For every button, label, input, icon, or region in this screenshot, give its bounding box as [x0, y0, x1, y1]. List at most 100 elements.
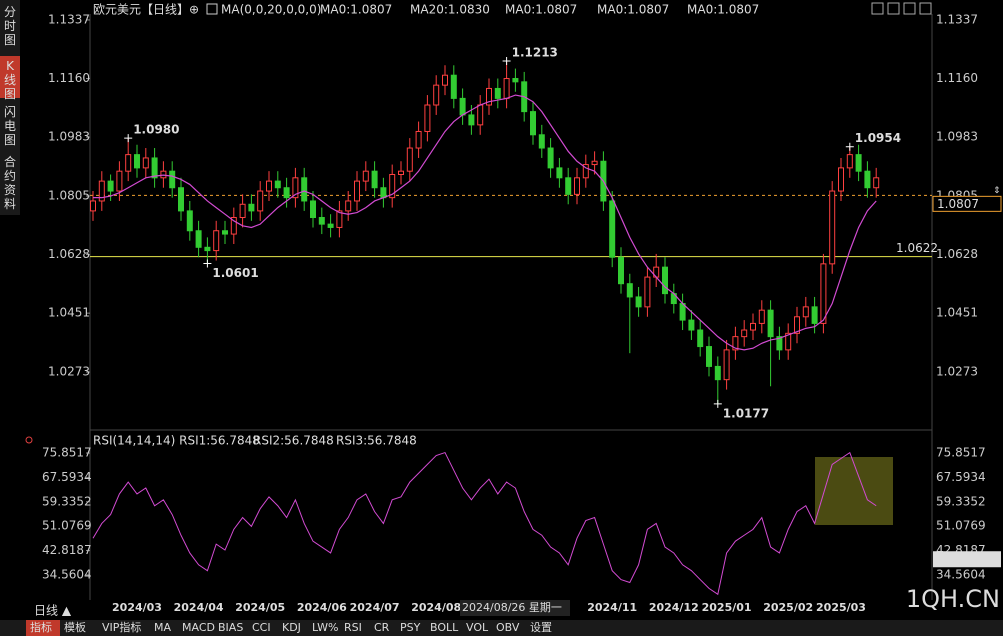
toolbar-tab[interactable]: VIP指标: [102, 620, 141, 634]
candle-body: [582, 164, 589, 179]
window-icons[interactable]: [871, 2, 932, 15]
candle-body: [794, 316, 800, 334]
candle-body: [318, 217, 325, 225]
y2-tick-label: 34.5604: [936, 567, 986, 581]
add-icon[interactable]: ⊕: [189, 3, 199, 17]
x-tick-label: 2024/07: [350, 601, 400, 614]
x-tick-label: 2024/08: [411, 601, 461, 614]
rsi-icon: [25, 436, 33, 444]
candle-body: [873, 177, 880, 189]
candle-body: [697, 329, 704, 348]
toolbar-tab[interactable]: OBV: [496, 621, 520, 634]
candle-body: [354, 180, 360, 202]
extreme-marker: [124, 134, 133, 143]
ma-value: MA0:1.0807: [687, 3, 759, 17]
candle-body: [151, 157, 158, 179]
extreme-label: 1.0980: [133, 123, 179, 137]
price-box: [932, 195, 1002, 212]
candle-body: [362, 170, 369, 182]
candle-body: [274, 180, 281, 189]
candle-body: [283, 187, 290, 199]
toolbar-tab[interactable]: KDJ: [282, 621, 301, 634]
rsi-legend: RSI2:56.7848: [253, 434, 334, 448]
y2-tick-label: 59.3352: [936, 494, 986, 508]
ma-value: MA0:1.0807: [320, 3, 392, 17]
candle-body: [714, 365, 721, 381]
y-tick-label: 75.8517: [42, 446, 92, 460]
active-tab-bg: [26, 620, 60, 636]
x-tick-label: 2024/04: [174, 601, 224, 614]
side-tab[interactable]: 分时图: [4, 5, 16, 47]
toolbar-tab[interactable]: MA: [154, 621, 171, 634]
candle-body: [785, 332, 792, 351]
x-tick-label: 2025/03: [816, 601, 866, 614]
candle-body: [468, 114, 475, 126]
toolbar-tab[interactable]: 设置: [530, 621, 552, 634]
y2-tick-label: 1.0983: [936, 130, 978, 144]
x-tick-label: 2024/06: [297, 601, 347, 614]
y-tick-label: 1.0451: [48, 306, 90, 320]
rsi-line: [92, 451, 877, 596]
toolbar-tab[interactable]: RSI: [344, 621, 362, 634]
candle-body: [406, 147, 413, 172]
y-tick-label: 1.1160: [48, 71, 90, 85]
y2-tick-label: 51.0769: [936, 519, 986, 533]
candle-body: [512, 78, 519, 83]
side-tab[interactable]: K 线图: [4, 59, 16, 101]
candle-body: [494, 87, 501, 99]
candle-body: [477, 104, 484, 126]
y2-tick-label: 1.0628: [936, 247, 978, 261]
rsi-title: RSI(14,14,14) RSI1:56.7848: [93, 434, 260, 448]
side-tab[interactable]: 闪电图: [4, 105, 16, 147]
extreme-label: 1.0177: [723, 406, 769, 420]
side-tab[interactable]: 合约资料: [4, 154, 16, 211]
y-tick-label: 1.0628: [48, 247, 90, 261]
symbol: 欧元美元: [93, 3, 141, 17]
arrow: ⇕: [993, 186, 1001, 196]
candle-body: [574, 177, 580, 195]
cursor-date-box: [460, 600, 570, 616]
candle-body: [116, 170, 123, 192]
x-tick-label: 2025/01: [702, 601, 752, 614]
toolbar: [0, 620, 1003, 636]
extreme-marker: [713, 399, 722, 408]
toolbar-tab[interactable]: 指标: [30, 620, 52, 634]
candle-body: [204, 246, 211, 252]
candle-body: [530, 111, 536, 136]
candle-body: [195, 230, 202, 248]
rsi-box: [933, 551, 1001, 568]
toolbar-tab[interactable]: LW%: [312, 621, 338, 634]
candle-body: [802, 306, 809, 318]
y-tick-label: 51.0769: [42, 519, 92, 533]
rsi-cursor-value: 39.8774: [937, 552, 987, 566]
candle-body: [415, 130, 422, 149]
candle-body: [230, 217, 237, 235]
candle-body: [90, 200, 96, 212]
toolbar-tab[interactable]: MACD: [182, 621, 215, 634]
toolbar-tab[interactable]: PSY: [400, 621, 421, 634]
ma-icon: [206, 3, 218, 15]
period-toggle[interactable]: 日线 ▲: [34, 604, 72, 618]
toolbar-tab[interactable]: CCI: [252, 621, 271, 634]
y2-tick-label: 1.1160: [936, 71, 978, 85]
toolbar-tab[interactable]: 模板: [64, 620, 86, 634]
toolbar-tab[interactable]: CR: [374, 621, 390, 634]
toolbar-tab[interactable]: BIAS: [218, 621, 243, 634]
candle-body: [345, 200, 352, 212]
candle-body: [503, 78, 510, 99]
y-tick-label: 1.1337: [48, 12, 90, 26]
candle-body: [389, 173, 396, 199]
toolbar-tab[interactable]: VOL: [466, 621, 489, 634]
candle-body: [98, 180, 105, 202]
active-tab-bg: [0, 56, 20, 98]
candle-body: [213, 230, 220, 252]
toolbar-tab[interactable]: BOLL: [430, 621, 459, 634]
y2-tick-label: 67.5934: [936, 470, 986, 484]
y2-tick-label: 1.0273: [936, 365, 978, 379]
candle-body: [134, 154, 140, 169]
candle-body: [547, 147, 554, 169]
side-bar: [0, 0, 20, 215]
y-tick-label: 1.0983: [48, 130, 90, 144]
candle-body: [186, 210, 193, 232]
